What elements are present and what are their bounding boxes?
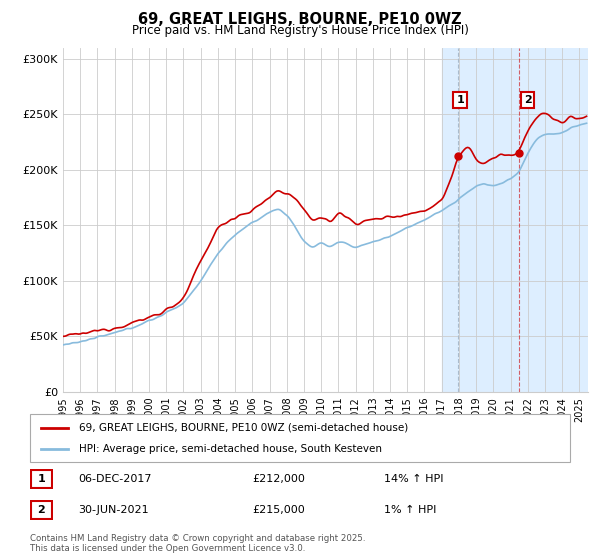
Text: Contains HM Land Registry data © Crown copyright and database right 2025.
This d: Contains HM Land Registry data © Crown c… bbox=[30, 534, 365, 553]
FancyBboxPatch shape bbox=[30, 414, 570, 462]
Text: £212,000: £212,000 bbox=[252, 474, 305, 484]
FancyBboxPatch shape bbox=[31, 501, 52, 519]
Text: HPI: Average price, semi-detached house, South Kesteven: HPI: Average price, semi-detached house,… bbox=[79, 444, 382, 454]
Text: 2: 2 bbox=[524, 95, 532, 105]
Text: 69, GREAT LEIGHS, BOURNE, PE10 0WZ (semi-detached house): 69, GREAT LEIGHS, BOURNE, PE10 0WZ (semi… bbox=[79, 423, 408, 433]
Text: 1: 1 bbox=[456, 95, 464, 105]
Text: 06-DEC-2017: 06-DEC-2017 bbox=[78, 474, 151, 484]
Text: 1: 1 bbox=[38, 474, 45, 484]
Text: 69, GREAT LEIGHS, BOURNE, PE10 0WZ: 69, GREAT LEIGHS, BOURNE, PE10 0WZ bbox=[138, 12, 462, 27]
Text: 14% ↑ HPI: 14% ↑ HPI bbox=[384, 474, 443, 484]
Text: 2: 2 bbox=[38, 505, 45, 515]
Bar bbox=[442, 48, 588, 392]
Text: Price paid vs. HM Land Registry's House Price Index (HPI): Price paid vs. HM Land Registry's House … bbox=[131, 24, 469, 37]
FancyBboxPatch shape bbox=[31, 470, 52, 488]
Text: 30-JUN-2021: 30-JUN-2021 bbox=[78, 505, 149, 515]
Text: 1% ↑ HPI: 1% ↑ HPI bbox=[384, 505, 436, 515]
Text: £215,000: £215,000 bbox=[252, 505, 305, 515]
